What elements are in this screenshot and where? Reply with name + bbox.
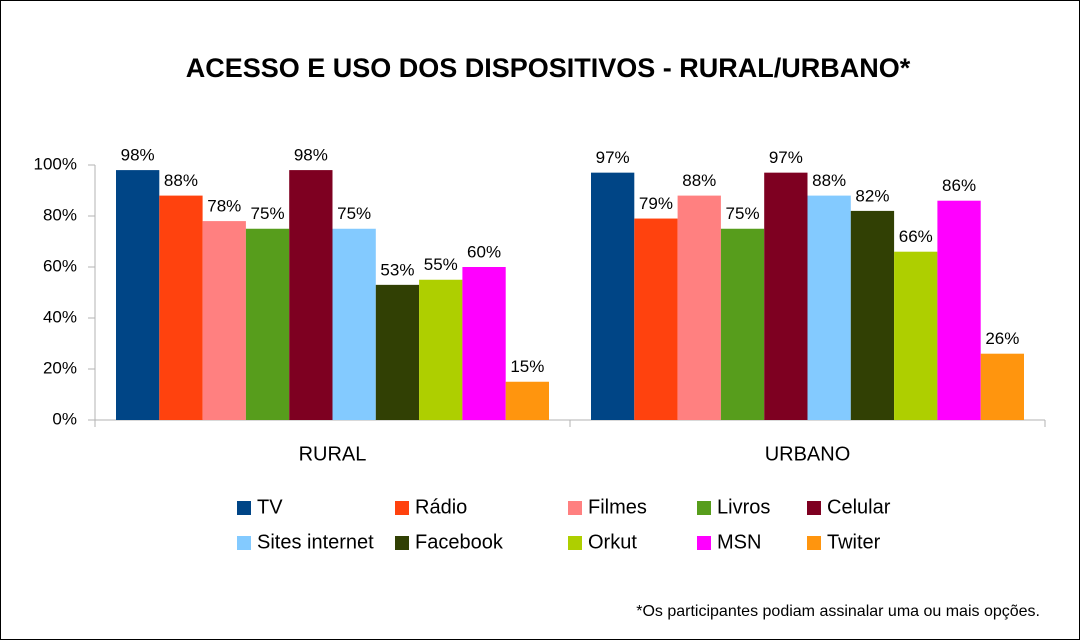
y-tick-label: 20%	[43, 358, 77, 377]
value-label: 53%	[380, 260, 414, 279]
value-label: 75%	[251, 204, 285, 223]
value-label: 88%	[164, 171, 198, 190]
value-label: 15%	[510, 357, 544, 376]
bar	[419, 279, 463, 420]
legend-label: Filmes	[588, 496, 647, 518]
x-tick-label: RURAL	[299, 443, 367, 465]
bar	[677, 195, 721, 420]
legend-label: Orkut	[588, 531, 637, 553]
y-tick-label: 100%	[34, 154, 77, 173]
value-label: 79%	[639, 194, 673, 213]
y-tick-label: 60%	[43, 256, 77, 275]
value-label: 78%	[207, 197, 241, 216]
bar	[289, 170, 333, 420]
value-label: 88%	[682, 171, 716, 190]
value-label: 88%	[812, 171, 846, 190]
legend-swatch	[395, 501, 409, 515]
value-label: 55%	[424, 255, 458, 274]
legend-swatch	[568, 501, 582, 515]
bar	[764, 172, 808, 420]
bar	[720, 228, 765, 420]
legend-swatch	[807, 501, 821, 515]
legend-label: Rádio	[415, 496, 467, 518]
value-label: 97%	[769, 148, 803, 167]
value-label: 97%	[596, 148, 630, 167]
value-label: 66%	[899, 227, 933, 246]
bar	[807, 195, 851, 420]
value-label: 98%	[121, 146, 155, 165]
bar	[850, 210, 895, 420]
bar	[332, 228, 376, 420]
bar	[894, 251, 938, 420]
legend-swatch	[237, 536, 251, 550]
legend-label: Twiter	[827, 531, 881, 553]
value-label: 75%	[337, 204, 371, 223]
value-label: 82%	[855, 186, 889, 205]
legend-label: TV	[257, 496, 283, 518]
value-label: 86%	[942, 176, 976, 195]
legend-label: Celular	[827, 496, 891, 518]
legend-swatch	[697, 536, 711, 550]
value-label: 98%	[294, 146, 328, 165]
value-label: 60%	[467, 242, 501, 261]
value-label: 75%	[726, 204, 760, 223]
y-tick-label: 40%	[43, 307, 77, 326]
legend-swatch	[697, 501, 711, 515]
footnote: *Os participantes podiam assinalar uma o…	[636, 603, 1040, 620]
bar	[159, 195, 203, 420]
y-tick-label: 0%	[52, 409, 77, 428]
bar	[116, 170, 160, 420]
chart-title: ACESSO E USO DOS DISPOSITIVOS - RURAL/UR…	[186, 53, 911, 83]
legend-swatch	[807, 536, 821, 550]
bar	[202, 221, 246, 420]
bar	[634, 218, 678, 420]
bar	[375, 284, 420, 420]
legend-swatch	[568, 536, 582, 550]
legend-label: Facebook	[415, 531, 504, 553]
legend-swatch	[395, 536, 409, 550]
x-tick-label: URBANO	[765, 443, 851, 465]
bar	[591, 172, 635, 420]
bar	[462, 267, 506, 420]
legend-label: MSN	[717, 531, 761, 553]
legend-label: Livros	[717, 496, 770, 518]
y-tick-label: 80%	[43, 205, 77, 224]
legend-label: Sites internet	[257, 531, 374, 553]
bar	[980, 353, 1024, 420]
bar	[245, 228, 290, 420]
legend-swatch	[237, 501, 251, 515]
value-label: 26%	[985, 329, 1019, 348]
bar	[937, 200, 981, 420]
bar	[505, 381, 549, 420]
